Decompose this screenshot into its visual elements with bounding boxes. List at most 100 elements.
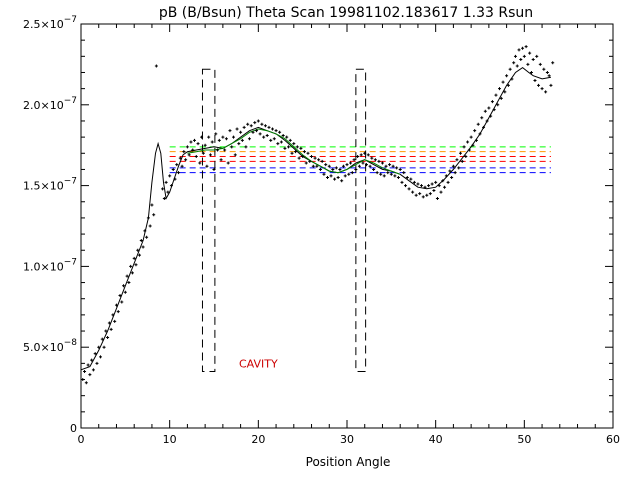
cavity-box — [201, 68, 216, 372]
data-point — [134, 263, 138, 267]
data-point — [164, 180, 168, 184]
data-point — [498, 87, 502, 91]
data-point — [177, 171, 181, 175]
data-point — [166, 190, 170, 194]
data-point — [501, 80, 505, 84]
data-point — [409, 177, 413, 181]
data-point — [285, 135, 289, 139]
data-point — [240, 138, 244, 142]
reference-lines — [169, 146, 551, 174]
data-point — [322, 172, 326, 176]
y-tick-label: 5.0×10−8 — [23, 338, 77, 354]
data-point — [519, 58, 523, 62]
data-point — [545, 70, 549, 74]
data-point — [386, 171, 390, 175]
data-point — [86, 363, 90, 367]
cavity-boxes — [201, 68, 367, 372]
data-point — [334, 166, 338, 170]
data-point — [395, 166, 399, 170]
data-point — [246, 122, 250, 126]
data-point — [535, 54, 539, 58]
data-point — [146, 216, 150, 220]
data-point — [223, 148, 227, 152]
x-tick-label: 10 — [163, 433, 177, 446]
data-point — [226, 161, 230, 165]
data-point — [496, 103, 500, 107]
data-point — [437, 184, 441, 188]
data-point — [462, 145, 466, 149]
data-point — [350, 171, 354, 175]
data-point — [490, 100, 494, 104]
data-point — [396, 176, 400, 180]
data-point — [317, 158, 321, 162]
data-point — [132, 256, 136, 260]
series-line-1 — [80, 66, 551, 371]
data-point — [404, 184, 408, 188]
data-point — [162, 197, 166, 201]
data-point — [90, 358, 94, 362]
data-point — [221, 135, 225, 139]
data-point — [349, 161, 353, 165]
data-point — [446, 180, 450, 184]
data-point — [299, 146, 303, 150]
x-tick-label: 60 — [606, 433, 620, 446]
data-point — [256, 119, 260, 123]
data-point — [189, 140, 193, 144]
data-point — [267, 125, 271, 129]
data-point — [320, 159, 324, 163]
data-point — [483, 109, 487, 113]
data-point — [313, 156, 317, 160]
data-point — [400, 180, 404, 184]
data-point — [421, 195, 425, 199]
data-point — [356, 155, 360, 159]
data-point — [127, 281, 131, 285]
data-point — [196, 142, 200, 146]
data-point — [122, 284, 126, 288]
data-point — [382, 174, 386, 178]
data-point — [471, 143, 475, 147]
data-point — [476, 122, 480, 126]
data-point — [513, 54, 517, 58]
data-point — [515, 64, 519, 68]
data-point — [478, 132, 482, 136]
data-point — [302, 150, 306, 154]
data-point — [451, 164, 455, 168]
data-point — [365, 163, 369, 167]
data-point — [455, 158, 459, 162]
data-point — [237, 142, 241, 146]
data-point — [430, 182, 434, 186]
data-point — [393, 174, 397, 178]
data-point — [154, 64, 158, 68]
data-point — [391, 164, 395, 168]
data-point — [443, 185, 447, 189]
data-point — [104, 329, 108, 333]
data-point — [482, 125, 486, 129]
data-point — [129, 264, 133, 268]
data-point — [288, 138, 292, 142]
data-point — [175, 163, 179, 167]
data-point — [512, 61, 516, 65]
data-point — [233, 153, 237, 157]
data-point — [336, 176, 340, 180]
data-point — [506, 83, 510, 87]
x-axis-ticks: 0 10 20 30 40 50 60 — [78, 24, 620, 446]
data-point — [345, 163, 349, 167]
data-point — [182, 150, 186, 154]
data-point — [467, 148, 471, 152]
y-tick-label: 2.5×10−7 — [23, 15, 77, 31]
data-point — [255, 129, 259, 133]
data-point — [370, 156, 374, 160]
data-point — [361, 161, 365, 165]
data-point — [116, 310, 120, 314]
data-point — [325, 176, 329, 180]
x-tick-label: 50 — [517, 433, 531, 446]
data-point — [161, 187, 165, 191]
data-point — [333, 177, 337, 181]
series-points — [81, 45, 555, 385]
plot-border — [80, 23, 614, 429]
data-point — [329, 174, 333, 178]
data-point — [308, 159, 312, 163]
data-point — [224, 137, 228, 141]
data-point — [281, 134, 285, 138]
data-point — [184, 158, 188, 162]
